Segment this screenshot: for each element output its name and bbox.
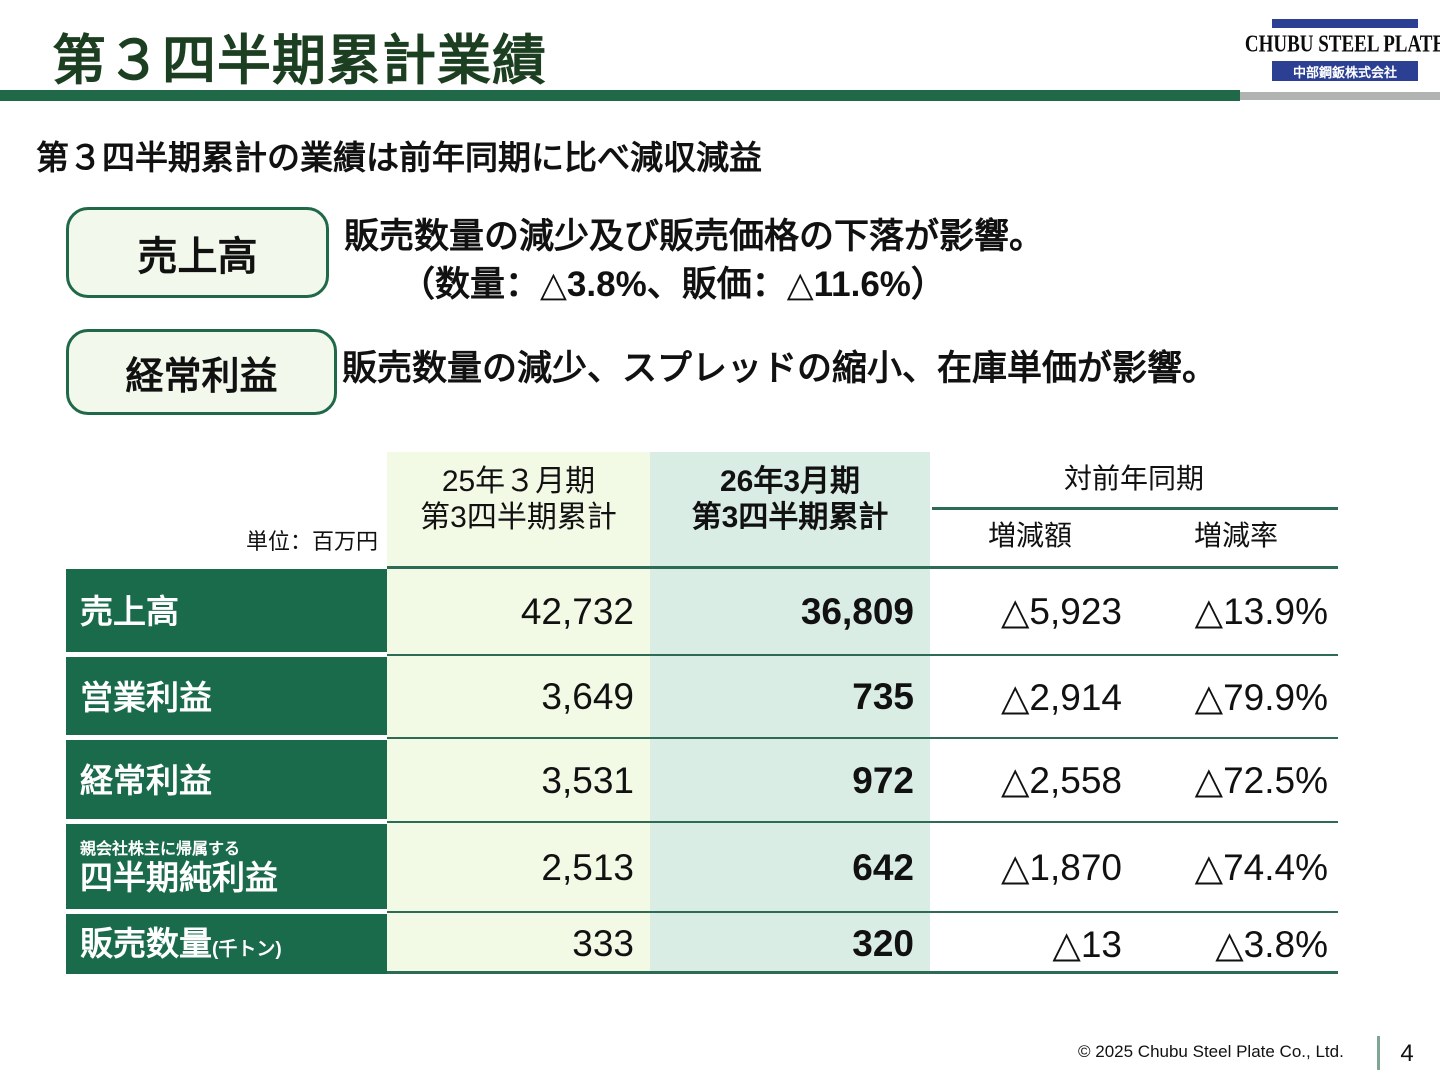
cell-current-year: 735 <box>852 676 914 717</box>
row-separator <box>387 654 1338 656</box>
cell-current-year: 36,809 <box>800 590 914 632</box>
cell-prev-year: 3,531 <box>541 759 634 801</box>
cell-yoy-amount: △2,558 <box>1000 760 1122 801</box>
row-label-text: 四半期純利益 <box>80 858 278 896</box>
column-background-current-year <box>650 452 930 974</box>
cell-prev-year: 3,649 <box>541 676 634 717</box>
table-row: 親会社株主に帰属する 四半期純利益 2,513 642 △1,870 △74.4… <box>66 824 1338 911</box>
row-label-sub-text: 親会社株主に帰属する <box>80 841 241 859</box>
row-separator-label <box>66 909 387 914</box>
cell-current-year: 972 <box>852 759 914 801</box>
callout-sales-text-line2: （数量：△3.8%、販価：△11.6%） <box>400 265 946 304</box>
page-number: 4 <box>1400 1040 1414 1067</box>
row-separator-label <box>66 652 387 657</box>
row-separator <box>387 821 1338 823</box>
row-separator-label <box>66 735 387 740</box>
logo-name-en: CHUBU STEEL PLATE <box>1244 30 1440 57</box>
header-green-rule <box>0 90 1240 101</box>
page-title: 第３四半期累計業績 <box>52 31 547 91</box>
row-separator <box>387 737 1338 739</box>
row-label-sales-volume: 販売数量(千トン) <box>66 914 387 974</box>
table-row: 経常利益 3,531 972 △2,558 △72.5% <box>66 740 1338 821</box>
column-header-yoy-amount: 増減額 <box>987 520 1072 551</box>
cell-yoy-rate: △72.5% <box>1194 760 1328 801</box>
row-label-net-income: 親会社株主に帰属する 四半期純利益 <box>66 824 387 911</box>
column-header-prev-year-line2: 第3四半期累計 <box>420 501 617 534</box>
table-bottom-rule <box>387 971 1338 974</box>
logo-name-jp: 中部鋼鈑株式会社 <box>1272 61 1418 81</box>
cell-current-year: 642 <box>852 846 914 888</box>
table-header-bottom-rule <box>387 566 1338 569</box>
column-header-yoy-group: 対前年同期 <box>1063 463 1204 494</box>
cell-current-year: 320 <box>852 923 914 964</box>
table-unit-note: 単位：百万円 <box>245 529 378 554</box>
cell-yoy-rate: △74.4% <box>1194 847 1328 888</box>
logo-top-bar <box>1272 19 1418 28</box>
column-background-prev-year <box>387 452 650 974</box>
cell-yoy-amount: △2,914 <box>1000 676 1122 718</box>
cell-yoy-amount: △13 <box>1052 923 1122 965</box>
cell-yoy-rate: △13.9% <box>1194 591 1328 632</box>
row-label-text: 販売数量 <box>80 925 212 962</box>
cell-yoy-rate: △79.9% <box>1194 676 1328 718</box>
cell-yoy-amount: △5,923 <box>1000 591 1122 632</box>
company-logo: CHUBU STEEL PLATE 中部鋼鈑株式会社 <box>1244 18 1440 82</box>
cell-prev-year: 2,513 <box>541 846 634 888</box>
row-label-line: 販売数量(千トン) <box>80 927 387 961</box>
header-gray-rule <box>1240 92 1440 100</box>
cell-yoy-rate: △3.8% <box>1215 923 1328 965</box>
row-separator-label <box>66 819 387 824</box>
row-label-operating-income: 営業利益 <box>66 657 387 737</box>
row-label-net-sales: 売上高 <box>66 569 387 654</box>
yoy-group-underline <box>932 507 1338 510</box>
callout-ordinary-text-line1: 販売数量の減少、スプレッドの縮小、在庫単価が影響。 <box>342 349 1218 388</box>
row-separator <box>387 911 1338 913</box>
row-label-text: 営業利益 <box>80 678 212 716</box>
column-header-yoy-rate: 増減率 <box>1193 520 1278 551</box>
cell-prev-year: 42,732 <box>520 590 634 632</box>
column-header-current-year: 26年3月期 第3四半期累計 <box>650 464 930 536</box>
row-label-unit-suffix: (千トン) <box>212 939 282 960</box>
lead-statement: 第３四半期累計の業績は前年同期に比べ減収減益 <box>36 139 762 176</box>
column-header-current-year-line2: 第3四半期累計 <box>691 501 889 534</box>
row-label-text: 経常利益 <box>80 762 212 799</box>
callout-box-ordinary-profit: 経常利益 <box>66 329 337 415</box>
table-row: 売上高 42,732 36,809 △5,923 △13.9% <box>66 569 1338 654</box>
table-row: 販売数量(千トン) 333 320 △13 △3.8% <box>66 914 1338 974</box>
row-label-text: 売上高 <box>80 593 179 630</box>
cell-yoy-amount: △1,870 <box>1000 847 1122 888</box>
cell-prev-year: 333 <box>572 923 634 964</box>
callout-box-sales: 売上高 <box>66 207 329 298</box>
footer-copyright: © 2025 Chubu Steel Plate Co., Ltd. <box>1078 1042 1344 1061</box>
callout-sales-text-line1: 販売数量の減少及び販売価格の下落が影響。 <box>344 217 1045 256</box>
table-row: 営業利益 3,649 735 △2,914 △79.9% <box>66 657 1338 737</box>
column-header-prev-year-line1: 25年３月期 <box>441 465 596 498</box>
column-header-current-year-line1: 26年3月期 <box>719 465 861 498</box>
row-label-ordinary-income: 経常利益 <box>66 740 387 821</box>
footer-divider <box>1377 1036 1380 1070</box>
results-table: 単位：百万円 25年３月期 第3四半期累計 26年3月期 第3四半期累計 対前年… <box>66 452 1338 976</box>
column-header-prev-year: 25年３月期 第3四半期累計 <box>387 464 650 536</box>
